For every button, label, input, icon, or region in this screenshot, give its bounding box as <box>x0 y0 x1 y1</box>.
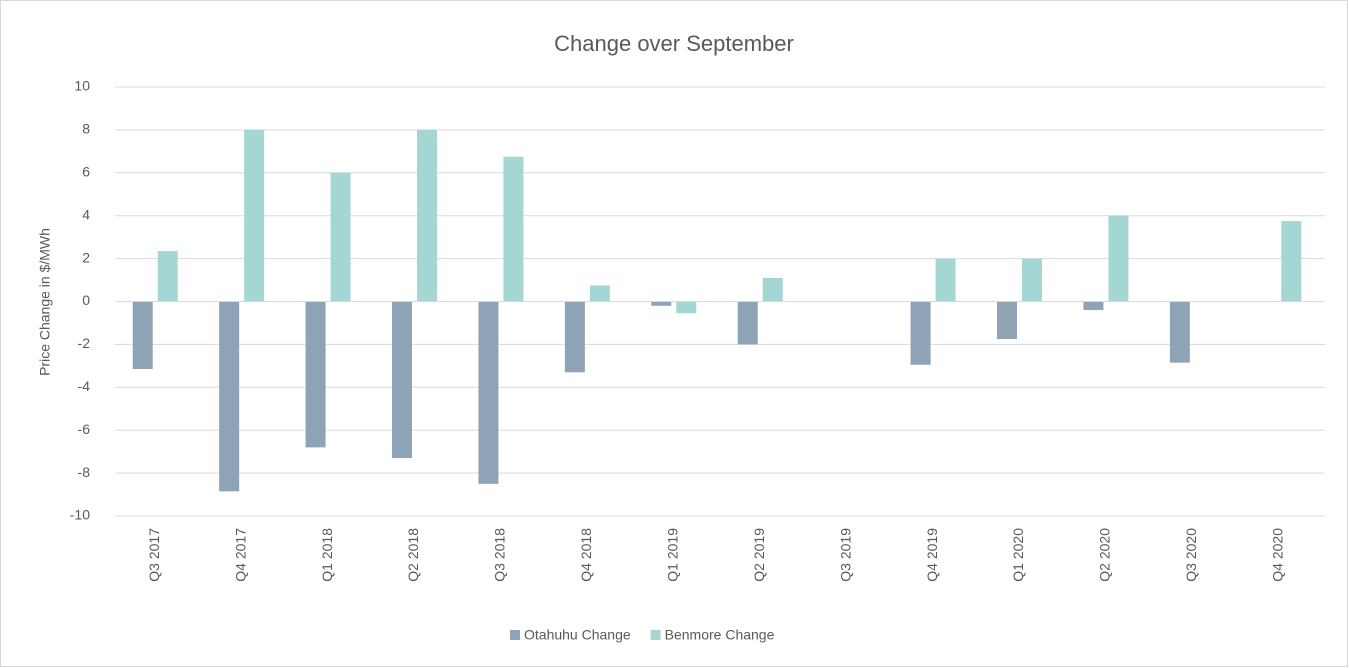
y-axis-label: Price Change in $/MWh <box>37 228 53 376</box>
bar <box>132 301 153 370</box>
y-tick-label: 2 <box>82 249 90 265</box>
legend-label: Otahuhu Change <box>524 627 631 643</box>
y-tick-label: 6 <box>82 164 90 180</box>
bar <box>1281 221 1302 302</box>
x-tick-label: Q3 2020 <box>1183 528 1199 582</box>
x-tick-label: Q4 2017 <box>232 528 248 582</box>
bar <box>392 301 412 459</box>
legend-label: Benmore Change <box>665 627 775 643</box>
bar <box>157 251 178 302</box>
bar <box>478 301 499 484</box>
x-tick-label: Q3 2019 <box>837 528 853 582</box>
x-tick-label: Q1 2020 <box>1010 528 1026 582</box>
x-tick-label: Q2 2019 <box>751 528 767 582</box>
y-tick-label: -8 <box>78 464 91 480</box>
x-tick-label: Q4 2018 <box>578 528 594 582</box>
bar <box>1108 215 1129 302</box>
legend-swatch <box>650 630 661 640</box>
x-tick-label: Q4 2019 <box>924 528 940 582</box>
y-tick-label: -2 <box>78 335 91 351</box>
bar <box>564 301 585 373</box>
bar <box>589 285 610 302</box>
bar <box>997 301 1017 340</box>
y-tick-label: -4 <box>78 378 91 394</box>
bar <box>1169 301 1190 363</box>
y-tick-label: 4 <box>82 206 90 222</box>
x-tick-label: Q1 2018 <box>319 528 335 582</box>
x-tick-label: Q2 2018 <box>405 528 421 582</box>
x-tick-label: Q1 2019 <box>664 528 680 582</box>
y-tick-label: 10 <box>74 78 90 94</box>
legend-swatch <box>510 630 520 640</box>
bar <box>1022 258 1042 302</box>
chart-title: Change over September <box>554 31 794 56</box>
bar <box>676 301 697 314</box>
bar <box>1083 301 1104 311</box>
y-tick-label: -10 <box>70 507 90 523</box>
y-tick-label: 8 <box>82 121 90 137</box>
x-tick-label: Q2 2020 <box>1097 528 1113 582</box>
x-tick-label: Q3 2017 <box>146 528 162 582</box>
bar <box>305 301 326 448</box>
y-tick-label: 0 <box>82 292 90 308</box>
bar <box>910 301 931 365</box>
bar <box>503 156 524 302</box>
bar <box>219 301 240 492</box>
bar <box>762 277 783 302</box>
y-tick-label: -6 <box>78 421 91 437</box>
bar <box>244 129 265 302</box>
bar <box>737 301 758 345</box>
bar <box>651 301 672 306</box>
bar <box>417 129 437 302</box>
bar <box>935 258 956 302</box>
x-tick-label: Q3 2018 <box>492 528 508 582</box>
bar <box>330 172 351 302</box>
x-tick-label: Q4 2020 <box>1269 528 1285 582</box>
